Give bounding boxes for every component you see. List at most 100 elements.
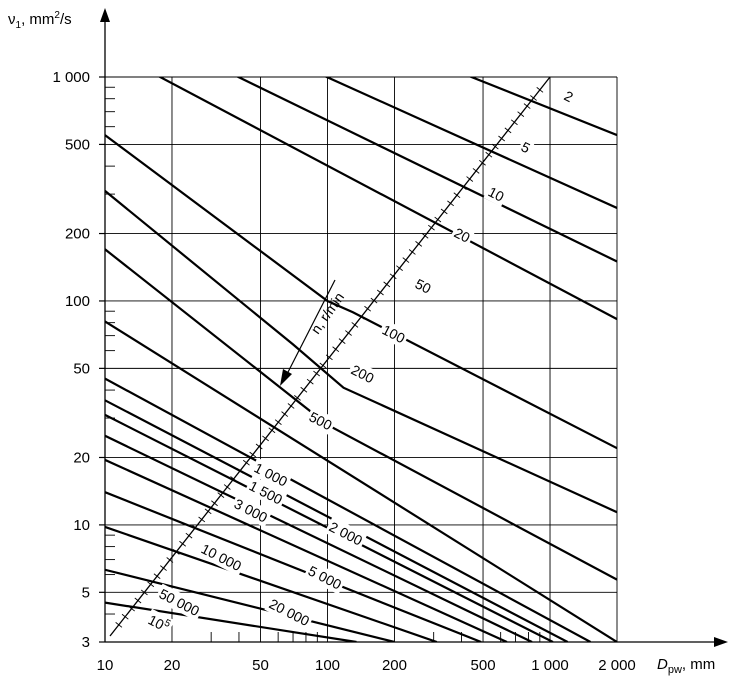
- speed-label-backing: [324, 516, 368, 551]
- speed-label-backing: [346, 359, 380, 389]
- speed-label-backing: [249, 457, 293, 492]
- speed-scale-tick: [249, 451, 257, 458]
- series-line-9: [105, 377, 592, 642]
- speed-scale-tick: [536, 87, 544, 93]
- speed-scale-tick: [370, 297, 378, 304]
- y-axis-arrow: [100, 8, 110, 22]
- y-tick-label: 3: [82, 634, 90, 651]
- speed-label: 2 000: [327, 518, 366, 548]
- speed-scale-tick: [517, 111, 525, 118]
- speed-scale-tick: [185, 532, 193, 539]
- speed-scale-tick: [121, 613, 129, 620]
- speed-scale-tick: [172, 549, 180, 555]
- speed-scale-tick: [140, 589, 148, 596]
- speed-scale-tick: [408, 249, 416, 255]
- speed-scale-tick: [211, 500, 218, 507]
- speed-scale-tick: [459, 184, 467, 190]
- speed-scale-tick: [504, 127, 512, 134]
- speed-scale-tick: [287, 403, 295, 409]
- speed-label-superscript: 5: [162, 618, 172, 631]
- speed-label-text: 2 000: [327, 518, 366, 548]
- speed-label-text: 20: [452, 224, 473, 245]
- y-tick-label: 20: [73, 449, 90, 466]
- speed-scale-tick: [242, 459, 250, 466]
- speed-label-backing: [483, 181, 510, 207]
- x-tick-label: 100: [315, 657, 340, 674]
- speed-label-text: 10: [146, 611, 167, 632]
- speed-label: 20 000: [267, 595, 313, 629]
- speed-scale-tick: [364, 305, 372, 312]
- speed-label-backing: [143, 608, 175, 638]
- speed-scale-tick: [217, 492, 225, 498]
- speed-scale-tick: [262, 435, 269, 442]
- speed-scale-tick: [510, 119, 518, 126]
- speed-scale-tick: [306, 378, 314, 385]
- speed-scale-tick: [198, 516, 206, 523]
- y-tick-label: 200: [65, 226, 90, 243]
- speed-scale-tick: [236, 467, 244, 474]
- grid: [105, 76, 618, 642]
- x-tick-label: 2 000: [598, 657, 636, 674]
- x-axis-title: Dpw, mm: [657, 656, 715, 676]
- speed-label: 10: [486, 183, 507, 204]
- speed-scale-tick: [498, 135, 506, 142]
- speed-scale-tick: [223, 484, 231, 490]
- speed-scale-tick: [453, 192, 461, 199]
- speed-label: 105: [146, 611, 173, 636]
- speed-scale-tick: [204, 508, 212, 515]
- y-axis-title-unit-sup: 2: [54, 10, 60, 21]
- x-axis-arrow: [714, 637, 728, 647]
- speed-scale-tick: [427, 224, 435, 231]
- speed-scale-tick: [440, 208, 448, 215]
- x-tick-label: 50: [252, 657, 269, 674]
- speed-label: 20: [452, 224, 473, 245]
- speed-scale-tick: [294, 395, 301, 401]
- speed-scale-tick: [389, 273, 397, 280]
- y-tick-labels: 3 5 10 20 50 100 200 500 1 000: [52, 69, 90, 651]
- x-axis-title-unit: , mm: [682, 656, 715, 673]
- speed-label-text: 10: [486, 183, 507, 204]
- axes: [99, 8, 728, 647]
- speed-scale-tick: [415, 241, 423, 247]
- speed-scale-tick: [166, 557, 174, 563]
- speed-scale-tick: [115, 621, 123, 628]
- speed-arrow-shaft: [284, 279, 336, 379]
- speed-scale-tick: [466, 176, 474, 182]
- x-tick-labels: 10 20 50 100 200 500 1 000 2 000: [97, 657, 636, 674]
- series-line-3: [235, 77, 617, 263]
- series-line-16: [105, 568, 395, 642]
- speed-scale-tick: [396, 265, 403, 272]
- y-tick-label: 500: [65, 136, 90, 153]
- speed-label-backing: [304, 406, 338, 436]
- speed-scale-tick: [179, 540, 187, 547]
- speed-label-backing: [377, 319, 411, 349]
- speed-scale: [109, 76, 551, 637]
- speed-scale-tick: [447, 200, 454, 207]
- speed-scale-tick: [530, 95, 537, 101]
- speed-scale-tick: [325, 354, 333, 361]
- y-axis-title-unit-post: /s: [60, 11, 72, 28]
- speed-scale-tick: [274, 419, 282, 426]
- y-axis-title: ν1, mm2/s: [8, 10, 72, 31]
- series-line-4: [157, 77, 617, 321]
- series-line-7: [105, 248, 617, 581]
- speed-scale-tick: [268, 427, 276, 434]
- y-axis-title-main: ν: [8, 11, 16, 28]
- y-tick-label: 100: [65, 293, 90, 310]
- speed-label-backing: [244, 475, 288, 510]
- speed-label-backing: [196, 538, 247, 577]
- speed-scale-tick: [255, 443, 263, 450]
- speed-scale-tick: [134, 597, 142, 604]
- minor-ticks: [105, 86, 541, 642]
- speed-label: 5 000: [306, 562, 345, 592]
- speed-scale-tick: [313, 370, 321, 377]
- speed-scale-tick: [345, 330, 352, 336]
- speed-label-backing: [516, 136, 536, 159]
- speed-scale-tick: [357, 313, 365, 320]
- x-tick-label: 1 000: [531, 657, 569, 674]
- y-tick-label: 50: [73, 360, 90, 377]
- speed-label-text: 50: [413, 275, 434, 296]
- speed-scale-tick: [281, 411, 289, 417]
- series-line-2: [324, 77, 617, 210]
